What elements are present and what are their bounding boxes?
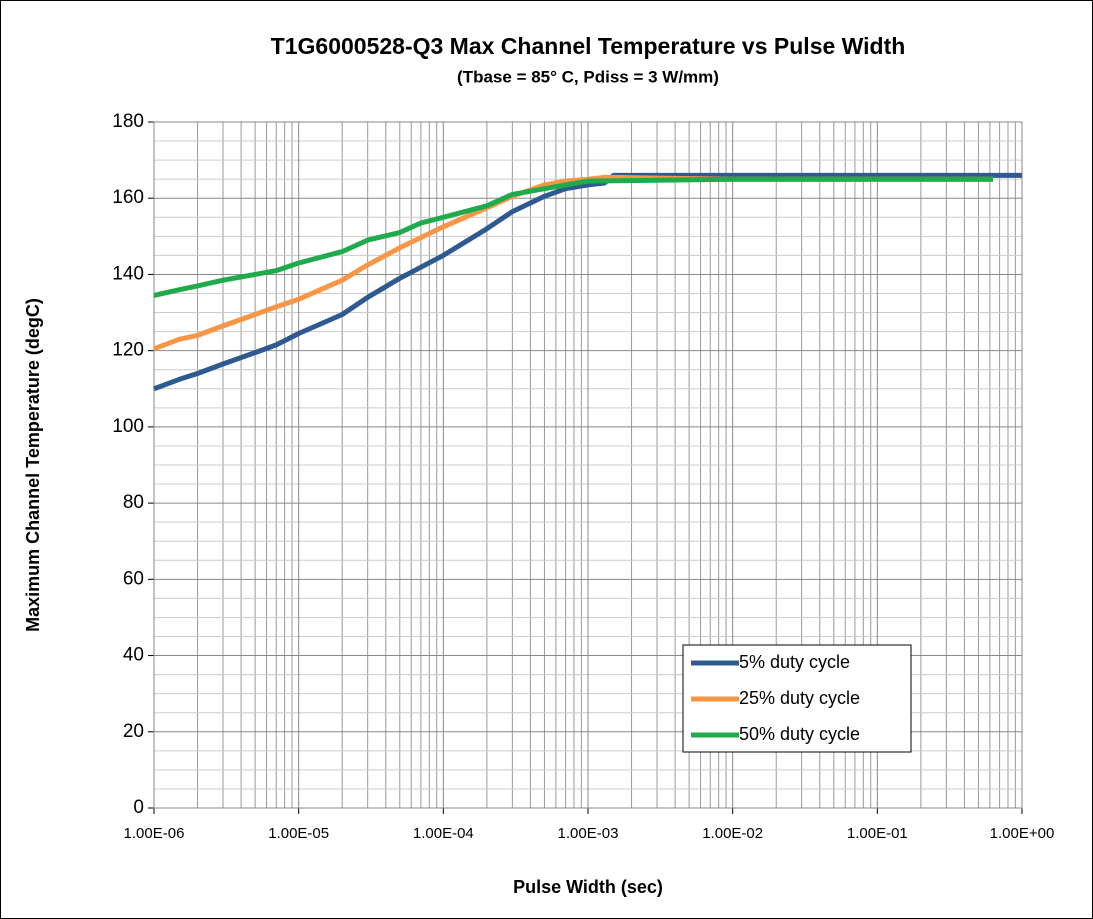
y-tick-label: 120 — [112, 340, 144, 361]
x-tick-label: 1.00E-04 — [413, 825, 474, 842]
legend-label: 25% duty cycle — [739, 688, 860, 708]
y-tick-label: 100 — [112, 416, 144, 437]
series-line — [153, 174, 993, 352]
x-tick-label: 1.00E-05 — [268, 825, 329, 842]
legend-label: 50% duty cycle — [739, 724, 860, 744]
y-tick-label: 0 — [133, 797, 144, 818]
y-tick-label: 60 — [123, 568, 144, 589]
x-tick-label: 1.00E+00 — [990, 825, 1055, 842]
y-tick-label: 140 — [112, 263, 144, 284]
x-tick-label: 1.00E-02 — [702, 825, 763, 842]
x-tick-label: 1.00E-03 — [558, 825, 619, 842]
x-tick-label: 1.00E-06 — [124, 825, 185, 842]
y-axis-label: Maximum Channel Temperature (degC) — [23, 298, 43, 632]
y-tick-label: 180 — [112, 111, 144, 132]
y-tick-label: 160 — [112, 187, 144, 208]
y-tick-label: 20 — [123, 721, 144, 742]
y-tick-label: 40 — [123, 645, 144, 666]
legend-label: 5% duty cycle — [739, 652, 850, 672]
series-line — [153, 176, 993, 298]
plot-border — [153, 121, 1023, 809]
chart-subtitle: (Tbase = 85° C, Pdiss = 3 W/mm) — [457, 67, 719, 86]
y-tick-label: 80 — [123, 492, 144, 513]
chart-title: T1G6000528-Q3 Max Channel Temperature vs… — [271, 33, 906, 59]
x-axis-label: Pulse Width (sec) — [513, 877, 663, 897]
x-tick-label: 1.00E-01 — [847, 825, 908, 842]
